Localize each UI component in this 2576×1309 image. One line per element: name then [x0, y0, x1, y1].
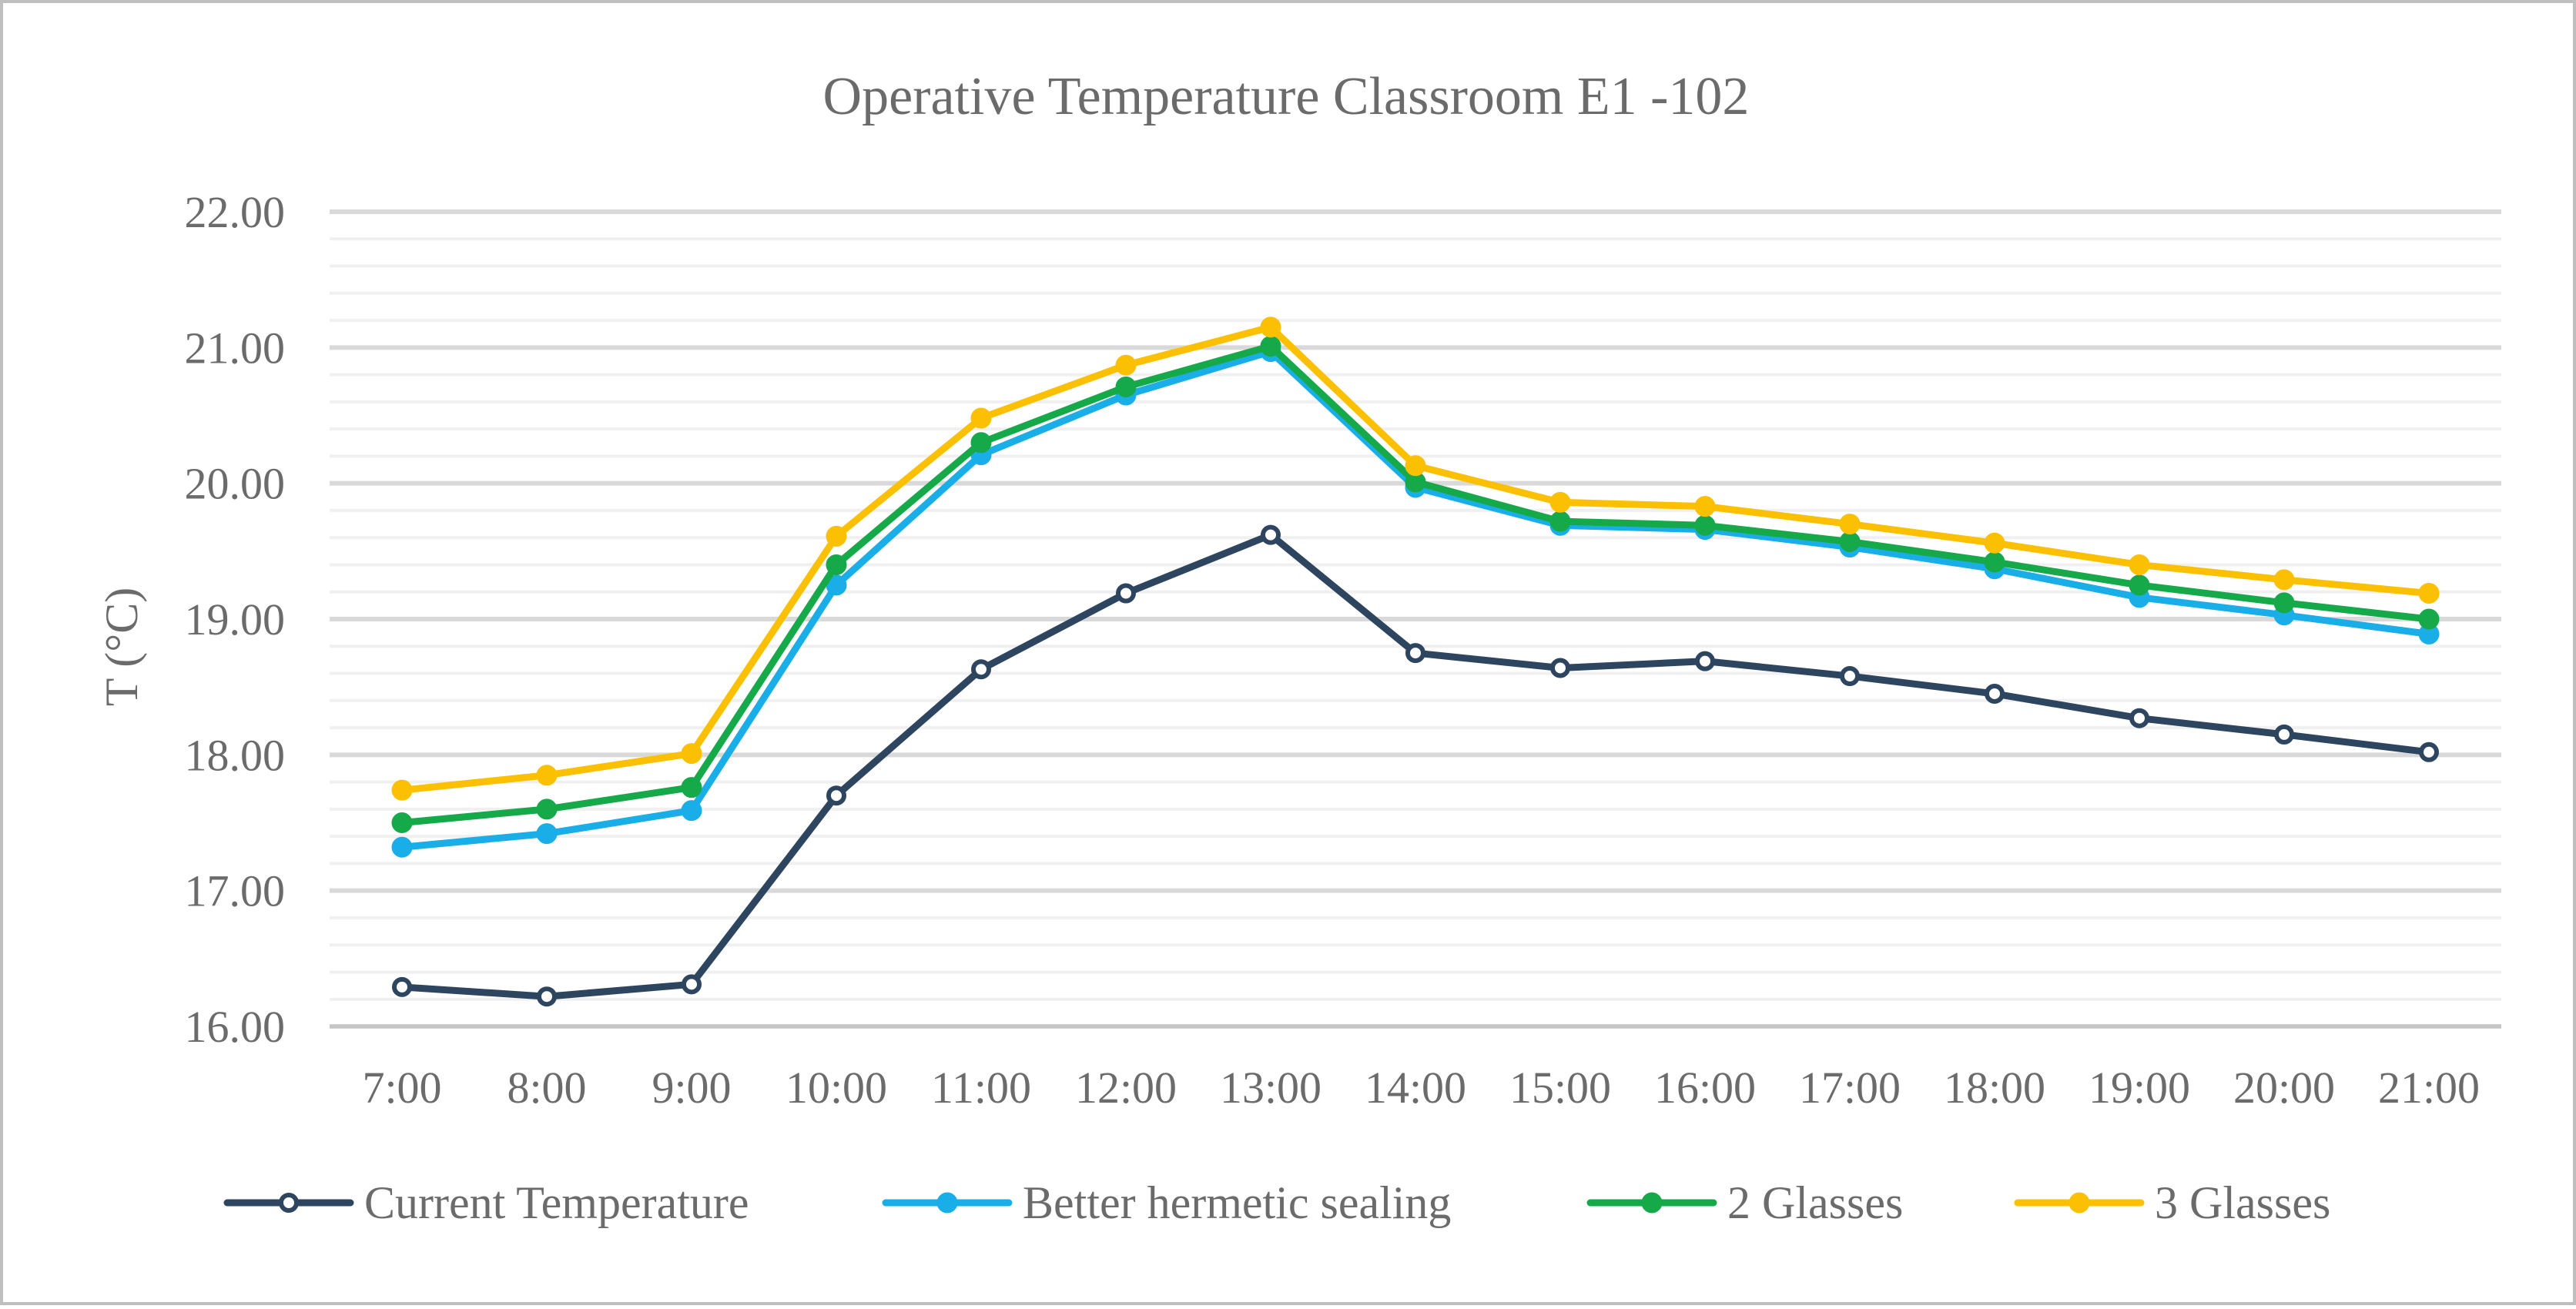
data-point	[971, 659, 991, 680]
data-point	[1115, 376, 1137, 397]
data-point	[826, 525, 847, 547]
data-point	[681, 777, 702, 798]
y-axis-ticks: 16.00 17.00 18.00 19.00 20.00 21.00 22.00	[185, 187, 286, 1052]
chart-title: Operative Temperature Classroom E1 -102	[823, 67, 1750, 126]
series-3-glasses	[391, 316, 2440, 801]
data-point	[2418, 608, 2440, 630]
x-tick-label: 11:00	[931, 1063, 1031, 1113]
data-point	[1260, 336, 1281, 357]
data-point	[536, 765, 558, 786]
legend-swatch-marker	[279, 1193, 299, 1213]
data-point	[1549, 511, 1571, 532]
legend-swatch-marker	[936, 1192, 958, 1214]
data-point	[1261, 524, 1281, 545]
x-tick-label: 9:00	[652, 1063, 731, 1113]
data-point	[537, 986, 557, 1007]
data-point	[2274, 724, 2294, 745]
data-point	[1115, 354, 1137, 376]
x-tick-label: 14:00	[1365, 1063, 1466, 1113]
data-point	[2419, 742, 2439, 762]
legend-swatch-marker	[1641, 1192, 1663, 1214]
x-tick-label: 7:00	[362, 1063, 441, 1113]
data-point	[970, 407, 992, 429]
y-tick-label: 22.00	[185, 187, 286, 237]
data-point	[1984, 551, 2005, 573]
x-tick-label: 13:00	[1220, 1063, 1321, 1113]
series-lines	[391, 316, 2440, 1007]
data-point	[391, 779, 413, 801]
data-point	[681, 743, 702, 765]
data-point	[1840, 666, 1860, 687]
data-point	[1695, 651, 1715, 671]
x-tick-label: 15:00	[1509, 1063, 1611, 1113]
data-point	[970, 432, 992, 454]
legend-swatch-marker	[2069, 1192, 2090, 1214]
y-tick-label: 20.00	[185, 459, 286, 509]
data-point	[391, 812, 413, 833]
data-point	[681, 800, 702, 822]
x-axis-ticks: 7:00 8:00 9:00 10:00 11:00 12:00 13:00 14:00 15:…	[362, 1063, 2480, 1113]
y-tick-label: 17.00	[185, 866, 286, 916]
series-current-temperature	[392, 524, 2439, 1007]
x-tick-label: 16:00	[1654, 1063, 1756, 1113]
legend-label: Current Temperature	[364, 1177, 749, 1228]
legend: Current Temperature Better hermetic seali…	[223, 1177, 2330, 1228]
x-tick-label: 17:00	[1799, 1063, 1901, 1113]
data-point	[1405, 455, 1426, 477]
y-axis-label: T (°C)	[96, 588, 147, 707]
x-tick-label: 21:00	[2378, 1063, 2480, 1113]
y-tick-label: 21.00	[185, 323, 286, 373]
data-point	[1549, 491, 1571, 513]
data-point	[1839, 514, 1861, 535]
data-point	[2129, 574, 2150, 596]
legend-label: 2 Glasses	[1727, 1177, 1903, 1228]
y-tick-label: 19.00	[185, 594, 286, 644]
legend-item: 3 Glasses	[2014, 1177, 2330, 1228]
data-point	[536, 798, 558, 820]
data-point	[536, 823, 558, 845]
data-point	[2273, 569, 2295, 591]
y-tick-label: 16.00	[185, 1002, 286, 1052]
y-tick-label: 18.00	[185, 730, 286, 780]
data-point	[2418, 582, 2440, 604]
x-tick-label: 10:00	[786, 1063, 887, 1113]
legend-item: Current Temperature	[223, 1177, 749, 1228]
data-point	[2129, 554, 2150, 575]
data-point	[1694, 514, 1716, 536]
legend-item: Better hermetic sealing	[882, 1177, 1451, 1228]
data-point	[1694, 496, 1716, 517]
data-point	[391, 836, 413, 858]
data-point	[1985, 683, 2005, 704]
data-point	[682, 974, 702, 995]
x-tick-label: 19:00	[2089, 1063, 2190, 1113]
data-point	[1984, 532, 2005, 554]
data-point	[1839, 531, 1861, 552]
data-point	[2129, 708, 2149, 728]
data-point	[1116, 583, 1136, 604]
data-point	[1260, 316, 1281, 338]
x-tick-label: 8:00	[507, 1063, 586, 1113]
data-point	[1405, 643, 1425, 664]
data-point	[826, 554, 847, 575]
data-point	[2273, 592, 2295, 614]
legend-label: 3 Glasses	[2155, 1177, 2330, 1228]
data-point	[1550, 658, 1570, 678]
data-point	[392, 976, 412, 997]
legend-label: Better hermetic sealing	[1023, 1177, 1451, 1228]
series-2-glasses	[391, 336, 2440, 833]
legend-item: 2 Glasses	[1586, 1177, 1903, 1228]
x-tick-label: 20:00	[2233, 1063, 2335, 1113]
x-tick-label: 12:00	[1075, 1063, 1177, 1113]
x-tick-label: 18:00	[1944, 1063, 2045, 1113]
data-point	[826, 785, 846, 806]
